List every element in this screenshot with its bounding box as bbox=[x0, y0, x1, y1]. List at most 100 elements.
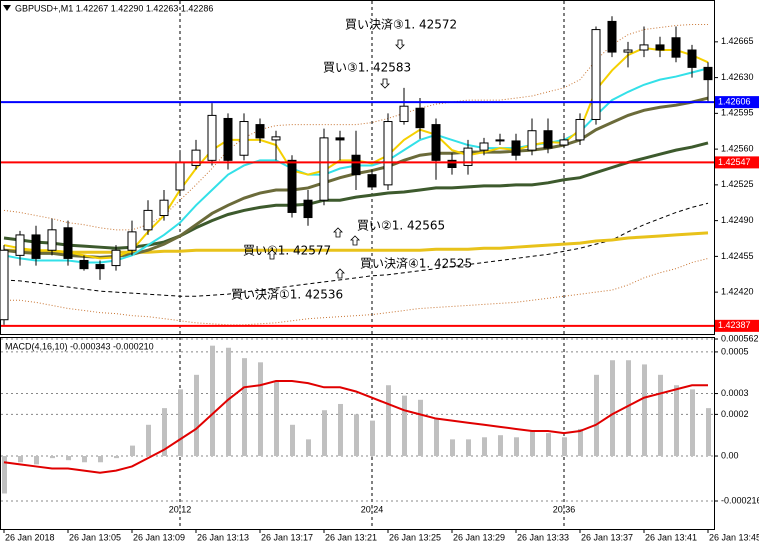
macd-bar bbox=[178, 389, 183, 457]
macd-bar bbox=[402, 395, 407, 457]
y-tick-label: 1.42490 bbox=[721, 215, 754, 225]
macd-bar bbox=[370, 420, 375, 457]
candle-body bbox=[383, 121, 393, 186]
candle-body bbox=[559, 139, 569, 146]
x-tick-label: 26 Jan 13:29 bbox=[453, 532, 505, 542]
y-tick-label: 1.42630 bbox=[721, 72, 754, 82]
candle-body bbox=[95, 264, 105, 270]
trade-annotation: 買い決済①1. 42536 bbox=[231, 287, 343, 302]
candle-body bbox=[543, 130, 553, 149]
y-tick-label: 1.42525 bbox=[721, 179, 754, 189]
level-label: 1.42606 bbox=[718, 96, 751, 106]
trade-annotation: 買い③1. 42583 bbox=[323, 61, 411, 75]
candle-body bbox=[335, 137, 345, 141]
candle-body bbox=[671, 37, 681, 58]
level-label-box bbox=[715, 319, 759, 332]
trade-arrow bbox=[395, 39, 405, 50]
macd-bar bbox=[194, 374, 199, 457]
trade-annotation: 買い決済③1. 42572 bbox=[345, 17, 457, 32]
x-tick-label: 26 Jan 13:45 bbox=[709, 532, 759, 542]
macd-bar bbox=[386, 385, 391, 457]
candle-body bbox=[175, 161, 185, 191]
macd-bar bbox=[498, 435, 503, 457]
level-label-box bbox=[715, 96, 759, 109]
y-tick-label: 0.000562 bbox=[721, 333, 759, 343]
trade-annotation: 買い決済④1. 42525 bbox=[360, 256, 472, 271]
candle-body bbox=[351, 154, 361, 176]
candle-body bbox=[31, 234, 41, 259]
candle-body bbox=[303, 199, 313, 219]
indicator-line bbox=[4, 231, 709, 254]
macd-bar bbox=[130, 445, 135, 457]
macd-bar bbox=[466, 439, 471, 457]
macd-bar bbox=[258, 362, 263, 457]
candle-body bbox=[287, 159, 297, 213]
candle-body bbox=[687, 49, 697, 68]
y-tick-label: 1.42560 bbox=[721, 143, 754, 153]
candle-body bbox=[623, 49, 633, 53]
macd-bar bbox=[626, 360, 631, 457]
macd-bar bbox=[226, 347, 231, 457]
macd-bar bbox=[562, 437, 567, 457]
candle-body bbox=[703, 66, 713, 81]
candle-body bbox=[607, 20, 617, 53]
macd-bar bbox=[594, 374, 599, 457]
level-label: 1.42547 bbox=[718, 157, 751, 167]
macd-bar bbox=[274, 381, 279, 457]
signal-line bbox=[3, 380, 708, 474]
macd-bar bbox=[658, 374, 663, 457]
macd-bar bbox=[322, 410, 327, 457]
x-tick-label: 26 Jan 13:25 bbox=[389, 532, 441, 542]
symbol-icon bbox=[3, 5, 11, 11]
candle-body bbox=[239, 121, 249, 156]
candle-body bbox=[111, 249, 121, 267]
candle-body bbox=[399, 105, 409, 123]
level-label-box bbox=[715, 156, 759, 169]
time-marker-label: 20:12 bbox=[169, 504, 192, 514]
time-marker-label: 20:24 bbox=[361, 504, 384, 514]
candle-body bbox=[447, 159, 457, 169]
candle-body bbox=[47, 229, 57, 251]
trade-annotation: 買い②1. 42565 bbox=[357, 219, 445, 233]
trade-arrow bbox=[350, 235, 360, 246]
candle-body bbox=[159, 199, 169, 217]
candle-body bbox=[79, 259, 89, 270]
y-tick-label: 1.42455 bbox=[721, 251, 754, 261]
x-tick-label: 26 Jan 13:37 bbox=[581, 532, 633, 542]
chart-title: GBPUSD+,M1 1.42267 1.42290 1.42263 1.422… bbox=[15, 3, 213, 13]
macd-bar bbox=[82, 456, 87, 463]
indicator-line bbox=[4, 257, 709, 326]
candle-body bbox=[319, 137, 329, 201]
macd-bar bbox=[98, 456, 103, 463]
x-tick-label: 26 Jan 13:21 bbox=[325, 532, 377, 542]
candle-body bbox=[527, 130, 537, 151]
candle-body bbox=[367, 174, 377, 188]
y-tick-label: -0.000216 bbox=[721, 495, 759, 505]
x-tick-label: 26 Jan 13:33 bbox=[517, 532, 569, 542]
candle-body bbox=[463, 147, 473, 166]
candle-body bbox=[479, 142, 489, 151]
candle-body bbox=[511, 140, 521, 156]
macd-bar bbox=[706, 408, 711, 457]
y-tick-label: 1.42665 bbox=[721, 36, 754, 46]
candle-body bbox=[207, 114, 217, 161]
candle-body bbox=[639, 44, 649, 51]
trade-annotation: 買い①1. 42577 bbox=[243, 244, 331, 258]
candle-body bbox=[255, 124, 265, 139]
macd-bar bbox=[674, 385, 679, 457]
candle-body bbox=[223, 117, 233, 161]
macd-bar bbox=[690, 389, 695, 457]
macd-bar bbox=[34, 456, 39, 465]
macd-bar bbox=[162, 408, 167, 457]
indicator-line bbox=[3, 141, 709, 250]
macd-bar bbox=[290, 424, 295, 457]
macd-bar bbox=[354, 414, 359, 457]
macd-bar bbox=[578, 428, 583, 457]
trade-arrow bbox=[333, 227, 343, 238]
y-tick-label: 0.0005 bbox=[721, 346, 749, 356]
x-tick-label: 26 Jan 13:09 bbox=[133, 532, 185, 542]
candle-body bbox=[0, 249, 9, 321]
indicator-line bbox=[3, 202, 709, 297]
